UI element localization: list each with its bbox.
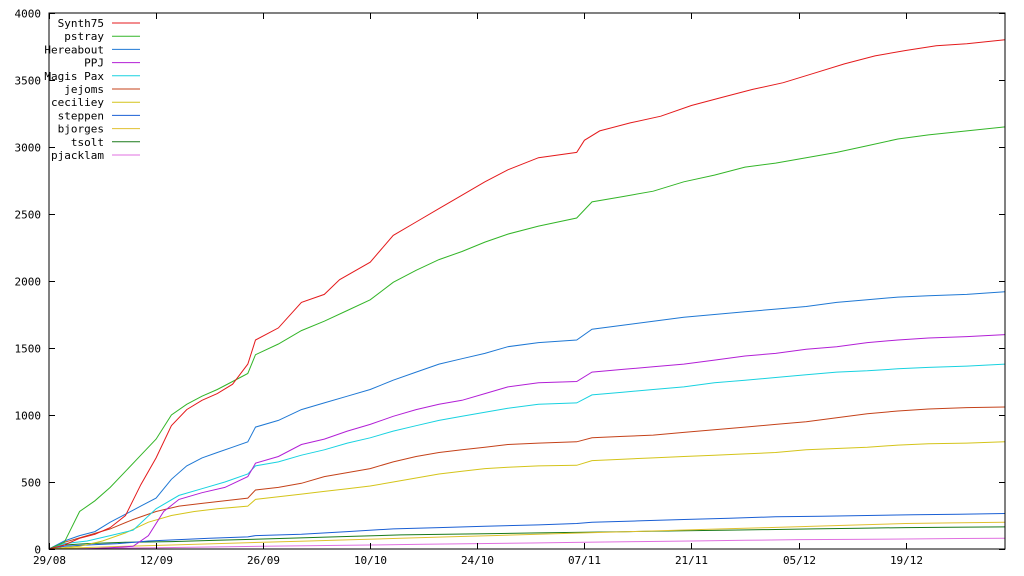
y-tick-label: 1000 <box>15 410 42 423</box>
series-line-steppen <box>48 513 1006 550</box>
y-tick-label: 1500 <box>15 343 42 356</box>
x-tick-label: 07/11 <box>568 554 601 567</box>
y-axis: 0 500 1000 1500 2000 2500 3000 3500 4000 <box>15 8 1005 557</box>
series-line-ceciliey <box>48 441 1006 550</box>
legend-label-pjacklam: pjacklam <box>51 149 104 162</box>
legend-label-ppj: PPJ <box>84 57 104 70</box>
series-line-pjacklam <box>48 537 1006 550</box>
series-line-ppj <box>49 334 1006 550</box>
y-tick-label: 3000 <box>15 142 42 155</box>
legend-label-synth75: Synth75 <box>58 17 104 30</box>
legend-label-steppen: steppen <box>58 109 104 122</box>
x-tick-label: 29/08 <box>33 554 66 567</box>
x-axis: 29/08 12/09 26/09 10/10 24/10 07/11 21/11 05/12… <box>33 13 923 567</box>
legend-label-magis-pax: Magis Pax <box>44 70 104 83</box>
x-tick-label: 05/12 <box>783 554 816 567</box>
y-tick-label: 500 <box>21 477 41 490</box>
series-line-bjorges <box>48 521 1006 550</box>
series-line-jejoms <box>48 406 1006 550</box>
y-tick-label: 2500 <box>15 209 42 222</box>
series-line-tsolt <box>48 526 1006 550</box>
y-tick-label: 0 <box>34 544 41 557</box>
plot-frame <box>48 12 1006 550</box>
legend-label-ceciliey: ceciliey <box>51 96 104 109</box>
series-line-magis-pax <box>48 363 1006 550</box>
series-layer <box>48 39 1006 550</box>
legend-label-hereabout: Hereabout <box>44 43 104 56</box>
legend-label-bjorges: bjorges <box>58 123 104 136</box>
legend-label-jejoms: jejoms <box>64 83 104 96</box>
x-tick-label: 21/11 <box>675 554 708 567</box>
series-line-synth75 <box>48 39 1006 550</box>
x-tick-label: 19/12 <box>890 554 923 567</box>
legend-label-pstray: pstray <box>64 30 104 43</box>
x-tick-label: 10/10 <box>354 554 387 567</box>
legend-label-tsolt: tsolt <box>71 136 104 149</box>
x-tick-label: 12/09 <box>140 554 173 567</box>
series-line-pstray <box>48 126 1006 550</box>
series-line-hereabout <box>48 291 1006 550</box>
y-tick-label: 3500 <box>15 75 42 88</box>
x-tick-label: 24/10 <box>461 554 494 567</box>
y-tick-label: 4000 <box>15 8 42 21</box>
y-tick-label: 2000 <box>15 276 42 289</box>
x-tick-label: 26/09 <box>247 554 280 567</box>
